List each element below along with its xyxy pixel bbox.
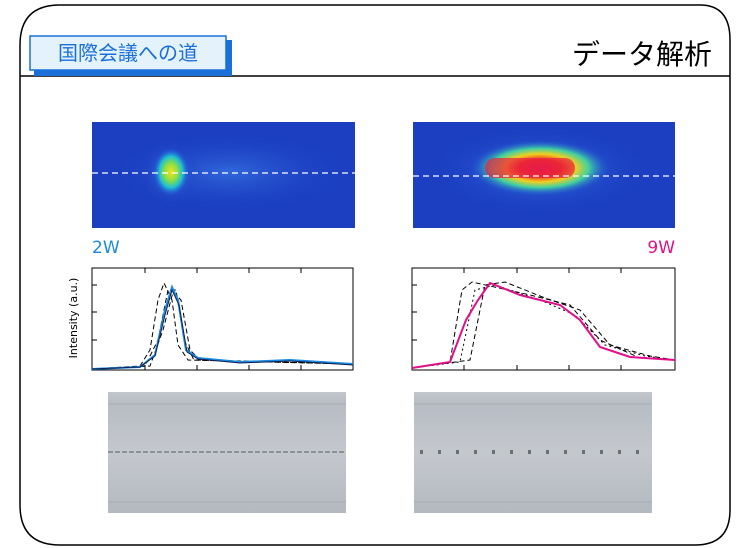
y-axis-label: Intensity (a.u.) [67, 278, 80, 359]
plot-left [92, 268, 353, 370]
micrograph-right [414, 392, 652, 513]
label-2w: 2W [92, 238, 120, 258]
label-9w: 9W [647, 238, 675, 258]
plot-right [412, 268, 675, 370]
heatmap-left [92, 122, 355, 228]
badge-text: 国際会議への道 [58, 41, 198, 65]
slide: 国際会議への道 データ解析 2W 9W Intensity (a.u.) [0, 0, 736, 548]
slide-title: データ解析 [572, 38, 712, 71]
heatmap-right [413, 122, 675, 228]
micrograph-left [108, 392, 346, 513]
